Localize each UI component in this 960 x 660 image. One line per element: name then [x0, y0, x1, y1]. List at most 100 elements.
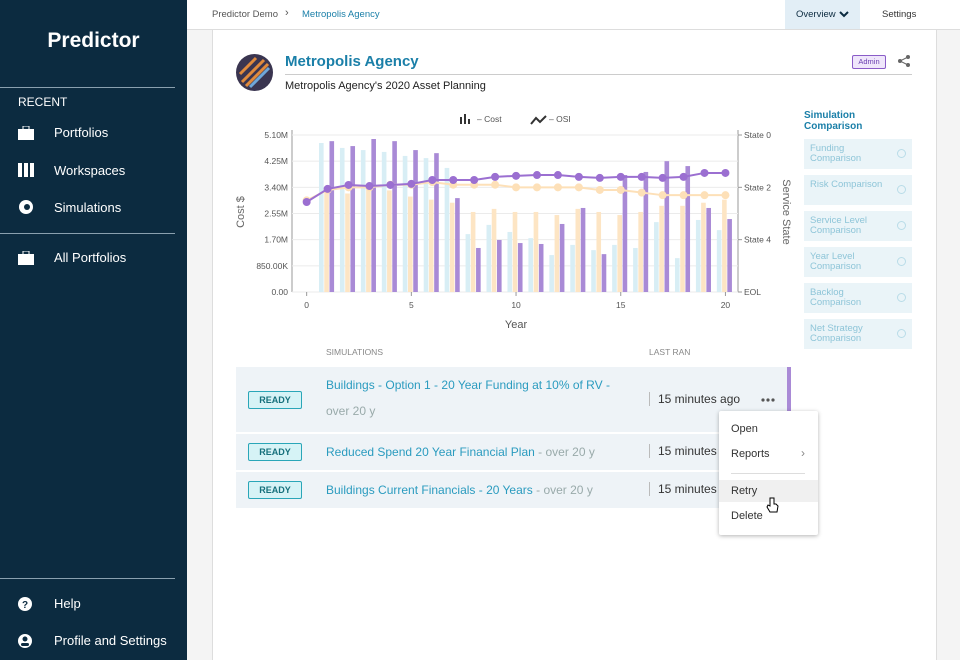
- refresh-icon[interactable]: [897, 257, 906, 266]
- bar: [339, 147, 345, 292]
- x-axis-label: Year: [505, 319, 528, 331]
- rule: [285, 74, 912, 75]
- comparison-item[interactable]: Funding Comparison: [804, 139, 912, 169]
- bar: [674, 258, 680, 292]
- bar: [533, 211, 539, 292]
- bar: [449, 202, 455, 292]
- nav-item[interactable]: Simulations: [54, 200, 122, 215]
- simulation-row[interactable]: READY Buildings - Option 1 - 20 Year Fund…: [236, 367, 788, 432]
- nav-item[interactable]: Workspaces: [54, 163, 126, 178]
- point: [470, 176, 479, 185]
- point: [616, 185, 625, 194]
- refresh-icon[interactable]: [897, 149, 906, 158]
- bar: [512, 211, 518, 292]
- point: [449, 176, 458, 185]
- nav-item[interactable]: Profile and Settings: [54, 633, 167, 648]
- point: [616, 172, 625, 181]
- point: [679, 172, 688, 181]
- legend-icon: [530, 115, 547, 125]
- bar: [350, 146, 356, 292]
- bar: [402, 155, 408, 292]
- comparison-title: Simulation Comparison: [804, 110, 863, 132]
- legend-icon: [460, 114, 470, 124]
- comparison-item[interactable]: Year Level Comparison: [804, 247, 912, 277]
- bar: [727, 219, 732, 292]
- simulation-name[interactable]: Buildings - Option 1 - 20 Year Funding a…: [326, 372, 626, 424]
- comparison-label: Risk Comparison: [810, 179, 883, 190]
- point: [532, 183, 541, 192]
- point: [658, 191, 667, 200]
- bar: [517, 243, 523, 292]
- nav-item[interactable]: All Portfolios: [54, 250, 127, 265]
- bar: [559, 223, 565, 292]
- y-tick-label: 1.70M: [264, 235, 288, 245]
- point: [595, 185, 604, 194]
- refresh-icon[interactable]: [897, 185, 906, 194]
- suffix: over 20 y: [326, 404, 376, 418]
- bar: [554, 215, 560, 292]
- point: [700, 168, 709, 177]
- bar: [423, 158, 429, 292]
- refresh-icon[interactable]: [897, 221, 906, 230]
- icon: [18, 163, 34, 177]
- name: Reduced Spend 20 Year Financial Plan: [326, 445, 535, 459]
- submenu-arrow: ›: [801, 446, 805, 460]
- simulation-name[interactable]: Reduced Spend 20 Year Financial Plan - o…: [326, 439, 626, 465]
- refresh-icon[interactable]: [897, 329, 906, 338]
- bar: [408, 196, 413, 292]
- bar: [617, 215, 622, 292]
- bar: [486, 224, 492, 292]
- simulation-row[interactable]: READY Reduced Spend 20 Year Financial Pla…: [236, 434, 788, 470]
- agency-name: Metropolis Agency: [285, 53, 419, 70]
- bar: [680, 205, 685, 292]
- last-ran: 15 minutes ago: [649, 391, 740, 406]
- cursor: [766, 497, 779, 513]
- comparison-item[interactable]: Risk Comparison: [804, 175, 912, 205]
- nav-item[interactable]: Help: [54, 596, 81, 611]
- comparison-item[interactable]: Net Strategy Comparison: [804, 319, 912, 349]
- bar: [345, 193, 350, 292]
- more-button[interactable]: [760, 396, 776, 404]
- breadcrumb[interactable]: Predictor Demo: [212, 9, 278, 20]
- bar: [329, 141, 335, 292]
- breadcrumb[interactable]: Metropolis Agency: [302, 9, 380, 20]
- agency-subtitle: Metropolis Agency's 2020 Asset Planning: [285, 80, 486, 92]
- simulation-row[interactable]: READY Buildings Current Financials - 20 Y…: [236, 472, 788, 508]
- bar: [444, 167, 450, 292]
- bar: [455, 198, 460, 292]
- tab[interactable]: Settings: [882, 9, 917, 20]
- bar: [643, 171, 649, 292]
- point: [491, 180, 500, 189]
- bar: [319, 143, 324, 292]
- comparison-label: Funding Comparison: [810, 143, 862, 164]
- refresh-icon[interactable]: [897, 293, 906, 302]
- y-tick-label: 5.10M: [264, 130, 288, 140]
- point: [323, 184, 332, 193]
- menu-item[interactable]: Open: [731, 423, 758, 435]
- bar: [716, 230, 722, 292]
- menu-item[interactable]: Delete: [731, 510, 763, 522]
- bar: [664, 161, 670, 292]
- comparison-item[interactable]: Backlog Comparison: [804, 283, 912, 313]
- chart: Cost $ Service State Year – Cost – OSI 0…: [235, 114, 792, 331]
- bar: [476, 247, 481, 292]
- point: [658, 173, 667, 182]
- bar: [638, 211, 643, 292]
- status-badge: READY: [248, 390, 302, 409]
- y-tick-label: 4.25M: [264, 156, 288, 166]
- tab[interactable]: Overview: [796, 9, 836, 20]
- menu-item[interactable]: Reports: [731, 448, 770, 460]
- comparison-item[interactable]: Service Level Comparison: [804, 211, 912, 241]
- bar: [596, 211, 602, 292]
- share-icon[interactable]: [897, 54, 911, 68]
- menu-item[interactable]: Retry: [719, 480, 818, 502]
- bar: [496, 239, 502, 292]
- x-tick-label: 0: [304, 300, 309, 310]
- y-axis-label: Cost $: [235, 196, 247, 228]
- nav-item[interactable]: Portfolios: [54, 125, 109, 140]
- simulation-name[interactable]: Buildings Current Financials - 20 Years …: [326, 477, 626, 503]
- icon: [18, 634, 32, 648]
- bar: [722, 199, 727, 292]
- bar: [387, 190, 392, 292]
- bar: [371, 139, 376, 292]
